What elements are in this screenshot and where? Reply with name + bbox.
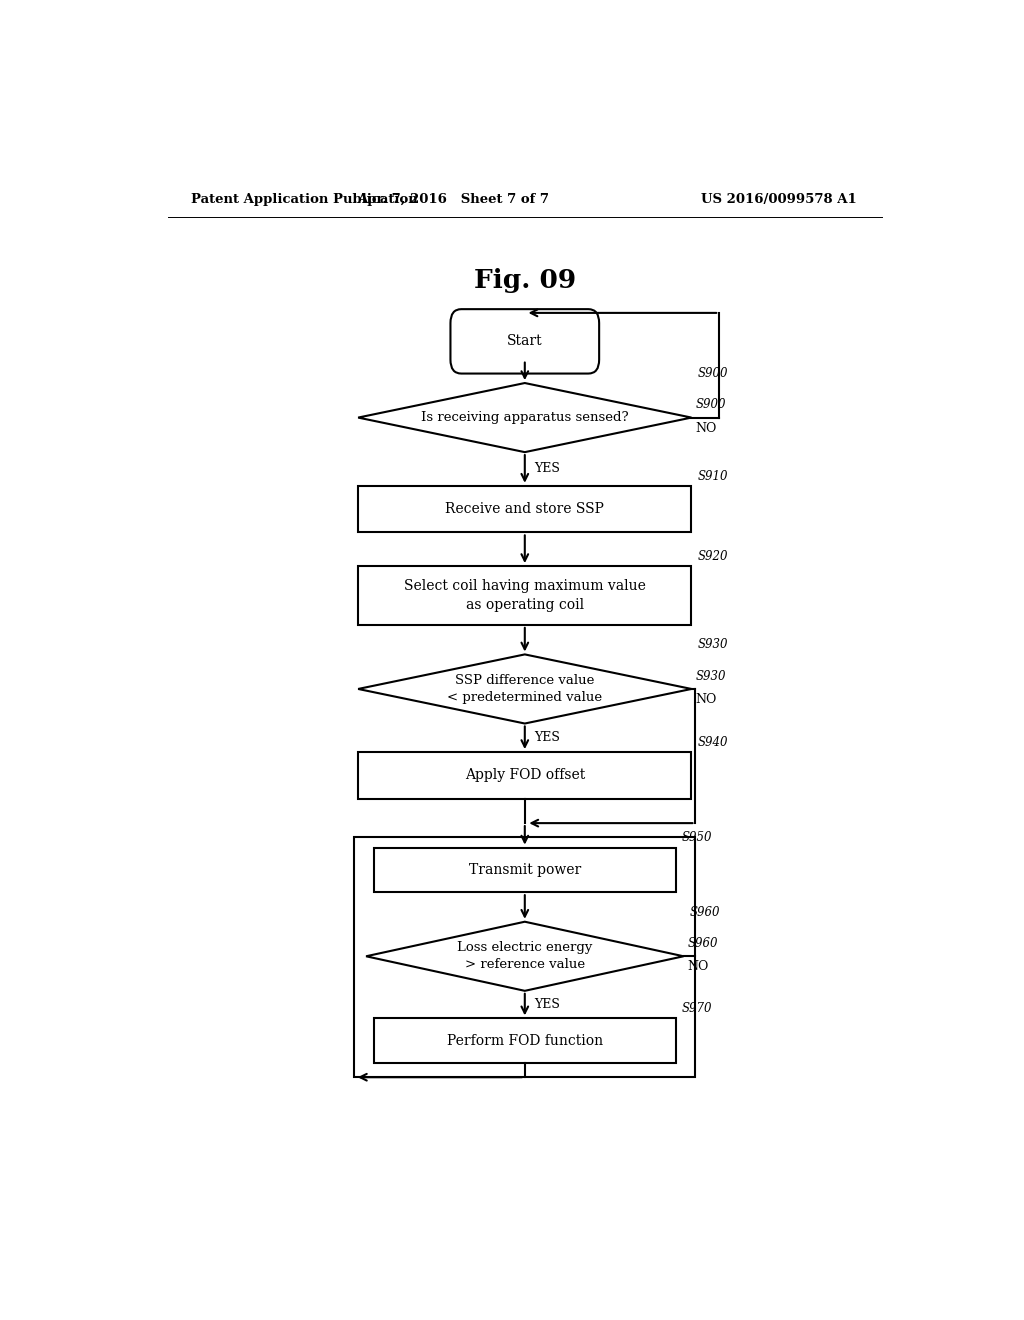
Text: Select coil having maximum value
as operating coil: Select coil having maximum value as oper… [403, 579, 646, 611]
Text: S900: S900 [697, 367, 728, 380]
Text: Apr. 7, 2016   Sheet 7 of 7: Apr. 7, 2016 Sheet 7 of 7 [357, 193, 549, 206]
Text: Receive and store SSP: Receive and store SSP [445, 502, 604, 516]
Text: Fig. 09: Fig. 09 [474, 268, 575, 293]
Text: S960: S960 [690, 906, 720, 919]
Polygon shape [358, 383, 691, 453]
Text: S940: S940 [697, 737, 728, 748]
Text: Apply FOD offset: Apply FOD offset [465, 768, 585, 783]
Bar [374, 1018, 676, 1063]
Text: Transmit power: Transmit power [469, 863, 581, 876]
Bar [358, 566, 691, 624]
Text: Is receiving apparatus sensed?: Is receiving apparatus sensed? [421, 411, 629, 424]
Text: Start: Start [507, 334, 543, 348]
Text: NO: NO [687, 961, 709, 973]
Bar [358, 486, 691, 532]
Text: S900: S900 [695, 399, 726, 412]
Text: YES: YES [535, 998, 560, 1011]
Text: YES: YES [535, 731, 560, 744]
Text: SSP difference value
< predetermined value: SSP difference value < predetermined val… [447, 675, 602, 704]
Text: S950: S950 [682, 832, 713, 845]
Text: Patent Application Publication: Patent Application Publication [191, 193, 418, 206]
Text: S930: S930 [697, 639, 728, 651]
Text: S910: S910 [697, 470, 728, 483]
Text: US 2016/0099578 A1: US 2016/0099578 A1 [700, 193, 857, 206]
Text: S960: S960 [687, 937, 718, 950]
Bar [358, 752, 691, 799]
Text: S920: S920 [697, 550, 728, 562]
Polygon shape [358, 655, 691, 723]
Text: Loss electric energy
> reference value: Loss electric energy > reference value [457, 941, 593, 972]
Text: YES: YES [535, 462, 560, 475]
FancyBboxPatch shape [451, 309, 599, 374]
Bar [374, 847, 676, 892]
Text: Perform FOD function: Perform FOD function [446, 1034, 603, 1048]
Polygon shape [367, 921, 684, 991]
Text: S930: S930 [695, 669, 726, 682]
Text: NO: NO [695, 421, 717, 434]
Bar [354, 837, 695, 1077]
Text: NO: NO [695, 693, 717, 706]
Text: S970: S970 [682, 1002, 713, 1015]
